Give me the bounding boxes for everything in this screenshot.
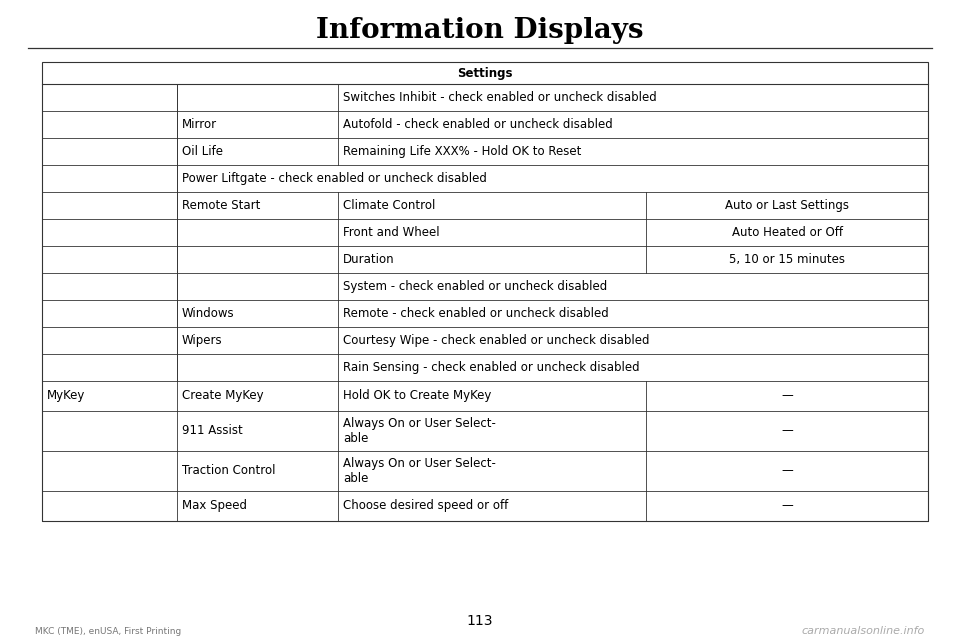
Text: Always On or User Select-: Always On or User Select- (343, 417, 495, 431)
Text: System - check enabled or uncheck disabled: System - check enabled or uncheck disabl… (343, 280, 607, 293)
Text: Auto or Last Settings: Auto or Last Settings (725, 199, 850, 212)
Text: Max Speed: Max Speed (181, 500, 247, 512)
Text: Courtesy Wipe - check enabled or uncheck disabled: Courtesy Wipe - check enabled or uncheck… (343, 334, 649, 347)
Text: Choose desired speed or off: Choose desired speed or off (343, 500, 508, 512)
Text: Oil Life: Oil Life (181, 145, 223, 158)
Text: Switches Inhibit - check enabled or uncheck disabled: Switches Inhibit - check enabled or unch… (343, 91, 657, 104)
Text: Information Displays: Information Displays (316, 17, 644, 44)
Bar (42, 62, 928, 521)
Text: Remote - check enabled or uncheck disabled: Remote - check enabled or uncheck disabl… (343, 307, 609, 320)
Text: able: able (343, 471, 369, 484)
Text: Create MyKey: Create MyKey (181, 390, 263, 403)
Text: Power Liftgate - check enabled or uncheck disabled: Power Liftgate - check enabled or unchec… (181, 172, 487, 185)
Text: Climate Control: Climate Control (343, 199, 435, 212)
Text: Autofold - check enabled or uncheck disabled: Autofold - check enabled or uncheck disa… (343, 118, 612, 131)
Text: Wipers: Wipers (181, 334, 223, 347)
Text: 5, 10 or 15 minutes: 5, 10 or 15 minutes (730, 253, 845, 266)
Text: Duration: Duration (343, 253, 395, 266)
Text: Remaining Life XXX% - Hold OK to Reset: Remaining Life XXX% - Hold OK to Reset (343, 145, 582, 158)
Text: Hold OK to Create MyKey: Hold OK to Create MyKey (343, 390, 492, 403)
Text: —: — (781, 464, 793, 478)
Text: Traction Control: Traction Control (181, 464, 276, 478)
Text: —: — (781, 390, 793, 403)
Text: —: — (781, 500, 793, 512)
Text: Rain Sensing - check enabled or uncheck disabled: Rain Sensing - check enabled or uncheck … (343, 361, 639, 374)
Text: carmanualsonline.info: carmanualsonline.info (802, 626, 925, 636)
Text: able: able (343, 431, 369, 444)
Text: MyKey: MyKey (47, 390, 85, 403)
Text: Mirror: Mirror (181, 118, 217, 131)
Text: Windows: Windows (181, 307, 234, 320)
Text: Auto Heated or Off: Auto Heated or Off (732, 226, 843, 239)
Text: Front and Wheel: Front and Wheel (343, 226, 440, 239)
Text: Settings: Settings (457, 66, 513, 80)
Text: 911 Assist: 911 Assist (181, 424, 243, 437)
Text: —: — (781, 424, 793, 437)
Text: Remote Start: Remote Start (181, 199, 260, 212)
Text: Always On or User Select-: Always On or User Select- (343, 458, 495, 471)
Text: 113: 113 (467, 614, 493, 628)
Text: MKC (TME), enUSA, First Printing: MKC (TME), enUSA, First Printing (35, 626, 181, 635)
